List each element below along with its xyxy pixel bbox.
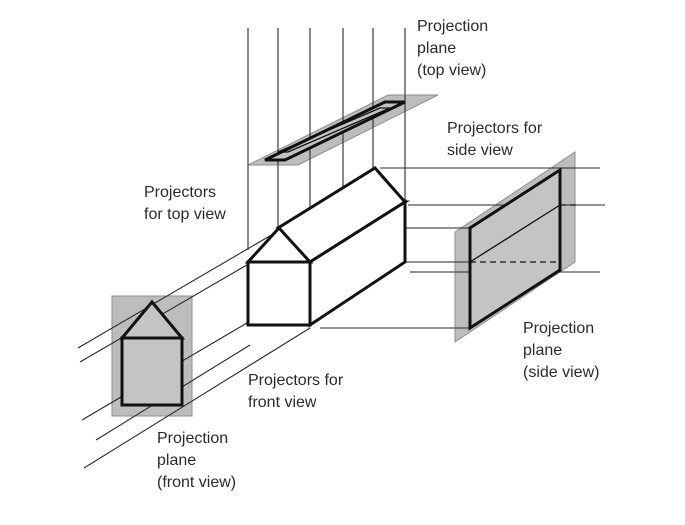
top-view-image	[264, 100, 406, 162]
front-projectors-label-line-2: front view	[248, 394, 317, 411]
front-plane-label: Projection plane (front view)	[157, 428, 236, 494]
front-view-image	[118, 299, 186, 407]
side-projectors-label: Projectors for side view	[447, 118, 542, 162]
front-projectors-label: Projectors for front view	[248, 370, 343, 414]
top-projectors-label-line-2: for top view	[144, 206, 226, 223]
side-plane-label-line-3: (side view)	[523, 364, 600, 381]
top-plane-label-line-3: (top view)	[417, 62, 487, 79]
top-projectors-label: Projectors for top view	[144, 182, 226, 226]
top-plane-label-line-1: Projection	[417, 18, 489, 35]
side-plane-label-line-1: Projection	[523, 320, 595, 337]
front-plane-label-line-1: Projection	[157, 430, 229, 447]
side-projectors-label-line-2: side view	[447, 142, 513, 159]
front-plane-label-line-2: plane	[157, 452, 197, 469]
front-projectors-label-line-1: Projectors for	[248, 372, 344, 389]
top-view-projectors	[247, 28, 406, 250]
top-plane-label: Projection plane (top view)	[417, 16, 488, 82]
front-plane-label-line-3: (front view)	[157, 474, 237, 491]
house-prism-object	[244, 166, 411, 328]
side-plane-label: Projection plane (side view)	[523, 318, 599, 384]
top-projectors-label-line-1: Projectors	[144, 184, 217, 201]
side-projectors-label-line-1: Projectors for	[447, 120, 543, 137]
side-plane-label-line-2: plane	[523, 342, 563, 359]
top-plane-label-line-2: plane	[417, 40, 457, 57]
side-view-image	[468, 167, 580, 331]
